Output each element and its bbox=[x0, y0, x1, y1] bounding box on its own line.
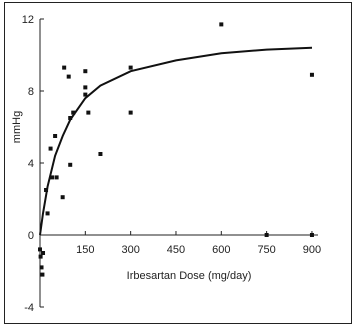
data-point bbox=[48, 146, 53, 151]
x-tick-label: 600 bbox=[212, 244, 230, 256]
data-point bbox=[68, 162, 73, 167]
data-point bbox=[40, 272, 45, 277]
data-point bbox=[45, 211, 50, 216]
data-point bbox=[38, 254, 43, 259]
data-point bbox=[54, 175, 59, 180]
data-point bbox=[66, 74, 71, 79]
data-point bbox=[309, 233, 314, 237]
data-point bbox=[50, 175, 55, 180]
data-point bbox=[39, 265, 44, 270]
y-tick-label: 0 bbox=[28, 230, 34, 242]
data-point bbox=[60, 195, 65, 200]
data-point bbox=[86, 110, 91, 115]
data-point bbox=[128, 65, 133, 70]
data-point bbox=[83, 85, 88, 90]
chart-frame bbox=[4, 2, 352, 324]
y-tick-label: -4 bbox=[24, 302, 34, 314]
fit-curve bbox=[39, 46, 313, 236]
data-point bbox=[83, 69, 88, 74]
data-point bbox=[68, 116, 73, 120]
x-tick-label: 150 bbox=[76, 244, 94, 256]
data-point bbox=[264, 233, 269, 237]
data-point bbox=[62, 65, 67, 70]
y-tick-label: 4 bbox=[28, 158, 34, 170]
data-point bbox=[53, 134, 58, 138]
x-tick-label: 300 bbox=[121, 244, 139, 256]
data-point bbox=[128, 110, 133, 115]
y-tick-label: 12 bbox=[22, 14, 34, 26]
x-tick-label: 750 bbox=[257, 244, 275, 256]
data-point bbox=[219, 22, 224, 27]
data-point bbox=[71, 110, 76, 115]
x-tick-label: 900 bbox=[303, 244, 321, 256]
x-axis-title: Irbesartan Dose (mg/day) bbox=[127, 270, 252, 282]
data-point bbox=[41, 251, 46, 255]
data-point bbox=[98, 152, 103, 156]
data-point bbox=[38, 247, 42, 252]
data-point bbox=[309, 72, 314, 77]
data-point bbox=[83, 92, 88, 97]
data-point bbox=[44, 188, 49, 192]
y-tick-label: 8 bbox=[28, 86, 34, 98]
y-axis-title: mmHg bbox=[11, 111, 23, 143]
x-tick-label: 450 bbox=[167, 244, 185, 256]
